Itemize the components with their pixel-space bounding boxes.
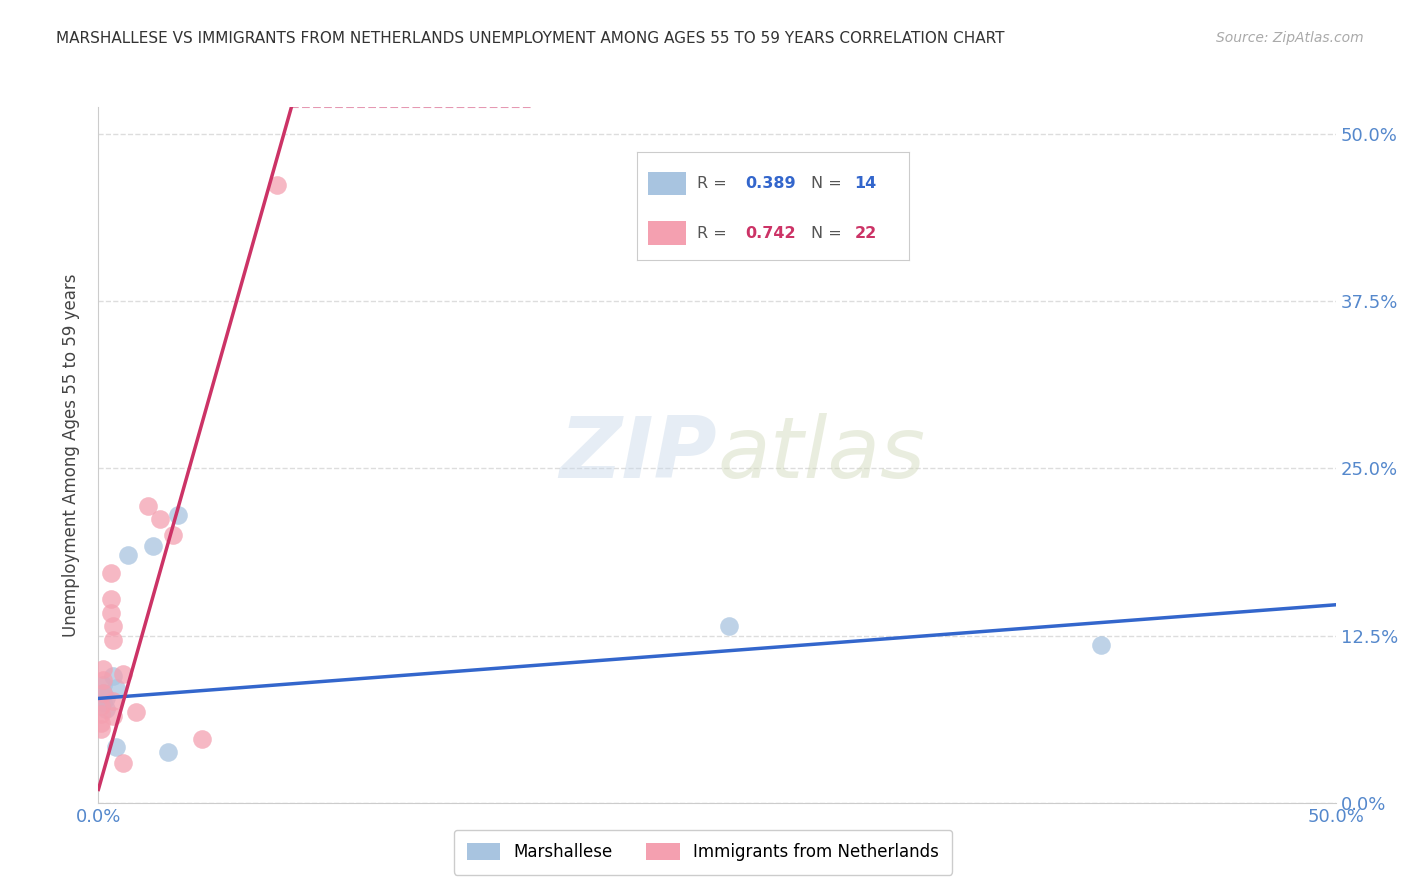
Point	[124, 705, 146, 719]
Text: 0.742: 0.742	[745, 226, 796, 241]
FancyBboxPatch shape	[648, 221, 686, 245]
Legend: Marshallese, Immigrants from Netherlands: Marshallese, Immigrants from Netherlands	[454, 830, 952, 875]
Point	[103, 694, 125, 708]
Point	[100, 566, 122, 580]
Text: R =: R =	[696, 226, 731, 241]
Y-axis label: Unemployment Among Ages 55 to 59 years: Unemployment Among Ages 55 to 59 years	[62, 273, 80, 637]
Point	[93, 678, 115, 692]
Point	[90, 699, 112, 714]
Point	[103, 669, 125, 683]
Point	[142, 539, 165, 553]
Text: Source: ZipAtlas.com: Source: ZipAtlas.com	[1216, 31, 1364, 45]
Point	[117, 548, 139, 563]
Point	[93, 696, 115, 710]
Text: N =: N =	[811, 176, 846, 191]
Point	[93, 686, 115, 700]
Point	[162, 528, 184, 542]
Text: atlas: atlas	[717, 413, 925, 497]
Point	[93, 686, 115, 700]
Point	[93, 662, 115, 676]
Point	[104, 681, 127, 695]
Text: 14: 14	[855, 176, 877, 191]
Point	[191, 731, 214, 746]
FancyBboxPatch shape	[648, 171, 686, 195]
Point	[94, 691, 117, 706]
Point	[112, 667, 135, 681]
Point	[718, 619, 741, 633]
Text: R =: R =	[696, 176, 731, 191]
Point	[149, 512, 172, 526]
Point	[93, 673, 115, 687]
Text: 0.389: 0.389	[745, 176, 796, 191]
Text: MARSHALLESE VS IMMIGRANTS FROM NETHERLANDS UNEMPLOYMENT AMONG AGES 55 TO 59 YEAR: MARSHALLESE VS IMMIGRANTS FROM NETHERLAN…	[56, 31, 1005, 46]
Point	[1090, 638, 1112, 652]
Text: 22: 22	[855, 226, 877, 241]
Text: ZIP: ZIP	[560, 413, 717, 497]
Point	[104, 739, 127, 754]
Point	[103, 632, 125, 647]
Point	[103, 619, 125, 633]
Text: N =: N =	[811, 226, 846, 241]
Point	[94, 702, 117, 716]
Point	[90, 707, 112, 722]
Point	[100, 606, 122, 620]
Point	[90, 723, 112, 737]
Point	[100, 592, 122, 607]
Point	[156, 745, 179, 759]
Point	[266, 178, 288, 192]
Point	[103, 708, 125, 723]
Point	[90, 715, 112, 730]
Point	[166, 508, 188, 523]
Point	[136, 499, 159, 513]
Point	[112, 756, 135, 770]
